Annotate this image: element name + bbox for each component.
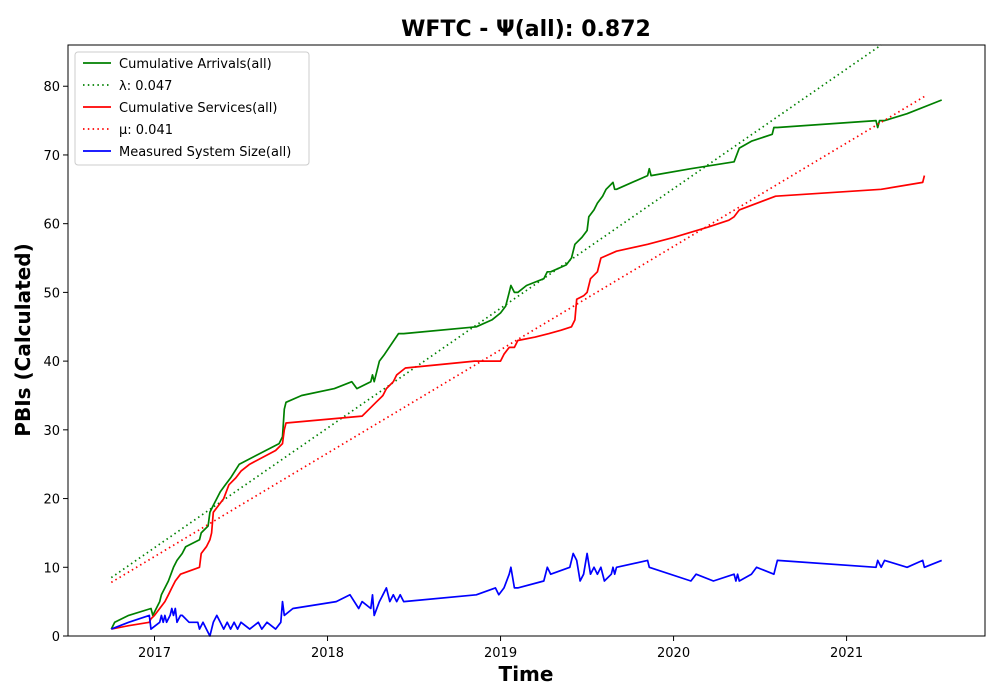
y-tick-label: 0 <box>52 630 60 645</box>
legend-label-cumulative-arrivals-all: Cumulative Arrivals(all) <box>119 57 272 72</box>
y-tick-label: 70 <box>43 149 60 164</box>
x-tick-label: 2017 <box>138 646 171 661</box>
plot-area <box>110 44 943 637</box>
x-tick-label: 2019 <box>484 646 517 661</box>
x-tick-label: 2021 <box>830 646 863 661</box>
series-line-0-041 <box>110 95 925 584</box>
y-axis-label: PBIs (Calculated) <box>11 243 35 436</box>
y-tick-label: 20 <box>43 493 60 508</box>
chart-title: WFTC - Ψ(all): 0.872 <box>401 17 651 42</box>
series-line-measured-system-size-all <box>110 552 943 637</box>
y-tick-label: 50 <box>43 286 60 301</box>
y-tick-label: 80 <box>43 80 60 95</box>
y-tick-label: 60 <box>43 218 60 233</box>
series-line-cumulative-services-all <box>111 175 926 630</box>
legend: Cumulative Arrivals(all) λ: 0.047 Cumulati… <box>74 51 310 166</box>
legend-box <box>74 51 310 166</box>
legend-label-0-041: μ: 0.041 <box>119 123 173 138</box>
legend-label-measured-system-size-all: Measured System Size(all) <box>119 145 291 160</box>
y-tick-label: 10 <box>43 561 60 576</box>
x-tick-label: 2018 <box>311 646 344 661</box>
legend-label-cumulative-services-all: Cumulative Services(all) <box>119 101 277 116</box>
plot-frame <box>67 44 986 637</box>
x-tick-label: 2020 <box>657 646 690 661</box>
y-tick-label: 30 <box>43 424 60 439</box>
legend-label-0-047: λ: 0.047 <box>119 79 172 94</box>
y-tick-label: 40 <box>43 355 60 370</box>
axis-ticks: 2017 2018 2019 2020 2021 0 10 20 30 40 50 60 70 80 <box>43 80 863 661</box>
series-line-cumulative-arrivals-all <box>110 99 943 630</box>
x-axis-label: Time <box>499 662 554 686</box>
